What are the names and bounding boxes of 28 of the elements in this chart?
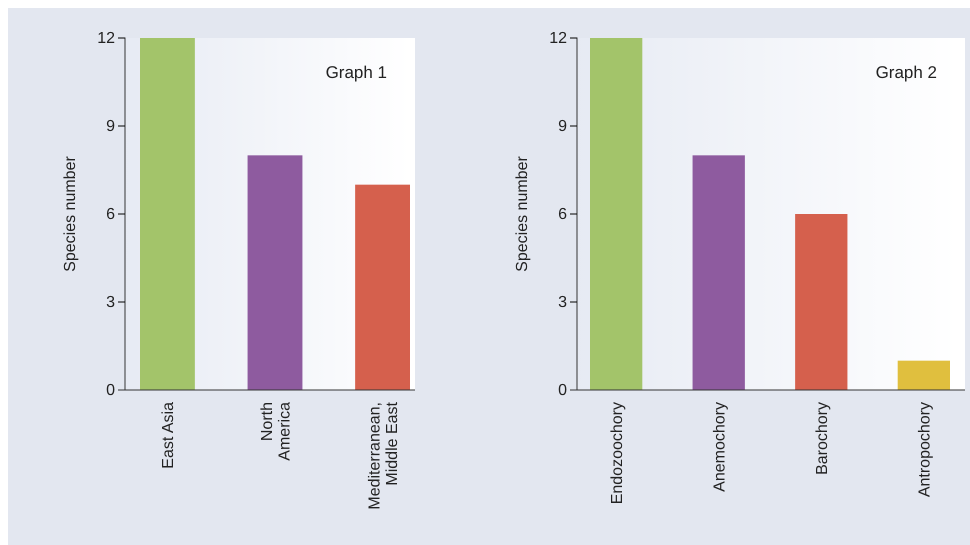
bar: [355, 184, 410, 390]
y-tick-label: 3: [106, 294, 116, 312]
bar: [590, 38, 642, 390]
bar: [248, 155, 302, 390]
x-tick-label: Anemochory: [711, 402, 728, 492]
y-tick-label: 3: [558, 294, 568, 312]
x-tick-label: Barochory: [814, 402, 831, 475]
bar: [140, 38, 195, 390]
x-tick-label: North America: [258, 402, 294, 461]
x-tick-label: Mediterranean, Middle East: [366, 401, 401, 510]
x-tick-label: Antropochory: [916, 402, 934, 498]
y-axis-title: Species number: [514, 156, 531, 272]
bar: [898, 360, 950, 390]
y-tick-label: 12: [97, 30, 116, 48]
y-tick-label: 0: [558, 382, 568, 400]
y-axis-title: Species number: [62, 156, 79, 272]
x-tick-label: East Asia: [160, 402, 178, 469]
y-tick-label: 6: [106, 206, 116, 224]
y-tick-label: 12: [549, 30, 568, 48]
y-tick-label: 9: [558, 118, 568, 136]
bar: [795, 214, 848, 390]
annotation: Graph 1: [326, 63, 387, 82]
y-tick-label: 0: [106, 382, 116, 400]
x-tick-label: Endozoochory: [608, 402, 626, 504]
y-tick-label: 6: [558, 206, 568, 224]
annotation: Graph 2: [876, 63, 937, 82]
y-tick-label: 9: [106, 118, 116, 136]
bar: [692, 155, 745, 390]
